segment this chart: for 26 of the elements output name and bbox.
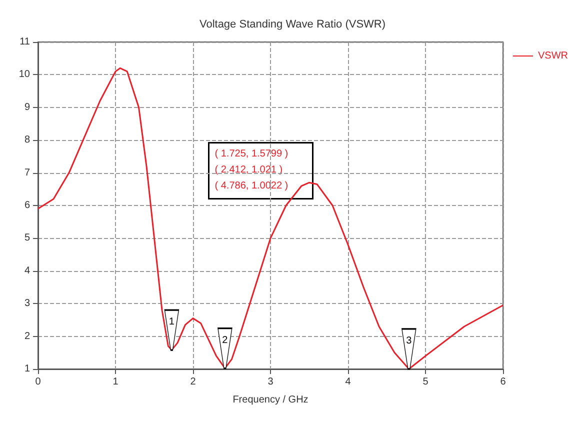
- annotation: ( 1.725, 1.5799 ): [214, 148, 288, 160]
- x-tick-label: 1: [112, 376, 119, 388]
- y-tick-label: 8: [24, 134, 30, 146]
- x-tick-label: 3: [268, 376, 274, 388]
- y-tick-label: 2: [24, 330, 30, 342]
- annotation: 1: [168, 316, 175, 328]
- y-tick-label: 6: [24, 200, 30, 211]
- chart-title: Voltage Standing Wave Ratio (VSWR): [199, 18, 386, 30]
- legend-label: VSWR: [538, 50, 568, 62]
- x-tick-label: 5: [422, 376, 429, 388]
- y-tick-label: 3: [24, 298, 30, 310]
- y-tick-label: 4: [24, 265, 30, 276]
- x-tick-label: 0: [35, 376, 42, 388]
- annotation: 3: [406, 335, 412, 346]
- x-tick-label: 6: [500, 376, 506, 388]
- y-tick-label: 5: [24, 232, 30, 244]
- y-tick-label: 10: [18, 69, 30, 80]
- annotation: ( 4.786, 1.0022 ): [214, 180, 288, 192]
- y-tick-label: 7: [24, 167, 30, 178]
- x-axis-title: Frequency / GHz: [232, 394, 308, 406]
- y-tick-label: 11: [20, 36, 30, 48]
- annotation: 2: [222, 334, 228, 346]
- y-tick-label: 9: [24, 102, 30, 113]
- x-tick-label: 4: [345, 376, 352, 388]
- x-tick-label: 2: [190, 376, 196, 388]
- y-tick-label: 1: [24, 364, 30, 374]
